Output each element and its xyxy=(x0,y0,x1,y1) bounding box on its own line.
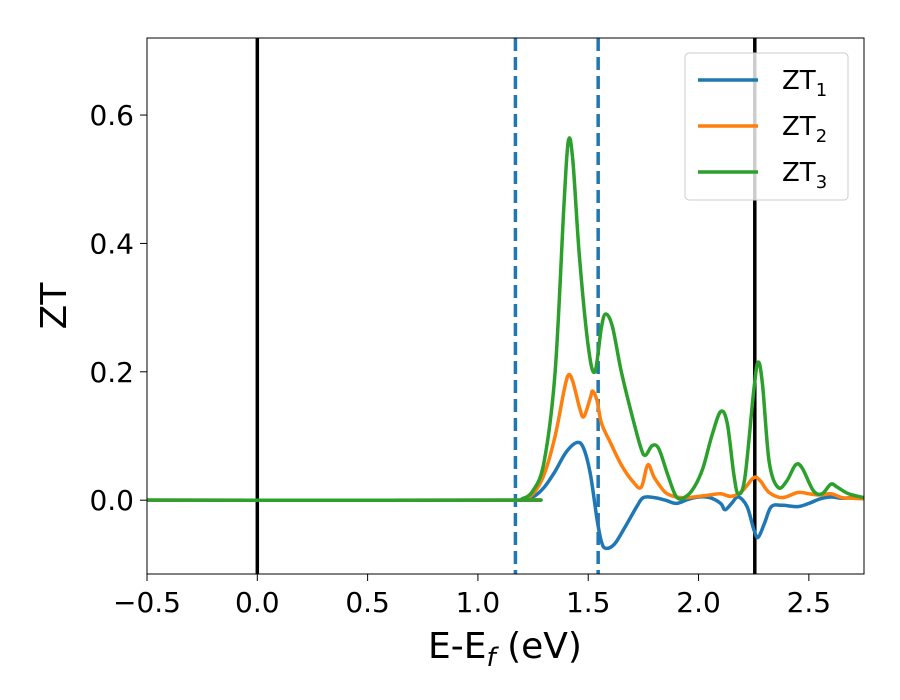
plot-area xyxy=(147,38,864,574)
x-tick-label: −0.5 xyxy=(113,586,181,619)
legend-label-3: ZT3 xyxy=(782,158,827,193)
x-tick-label: 2.5 xyxy=(787,586,832,619)
legend-label-1: ZT1 xyxy=(782,66,827,101)
x-axis-label: E-Ef (eV) xyxy=(428,626,582,673)
series-line-3 xyxy=(147,136,864,503)
x-tick-label: 0.5 xyxy=(345,586,390,619)
x-tick-label: 0.0 xyxy=(235,586,280,619)
y-tick-label: 0.4 xyxy=(89,227,134,260)
series-line-1 xyxy=(147,440,864,551)
y-axis-label: ZT xyxy=(34,282,75,330)
y-tick-label: 0.2 xyxy=(89,356,134,389)
x-tick-label: 2.0 xyxy=(676,586,721,619)
legend-box xyxy=(684,52,849,201)
y-tick-label: 0.0 xyxy=(89,484,134,517)
x-tick-label: 1.0 xyxy=(456,586,501,619)
ticks-layer: −0.5 0.0 0.5 1.0 1.5 2.0 2.5 0.0 0.2 0.4 0.6 xyxy=(89,99,831,619)
plot-frame xyxy=(146,37,865,575)
legend: ZT1 ZT2 ZT3 xyxy=(684,52,849,201)
y-tick-label: 0.6 xyxy=(89,99,134,132)
series-line-2 xyxy=(147,372,864,503)
legend-label-2: ZT2 xyxy=(782,112,827,147)
x-tick-label: 1.5 xyxy=(566,586,611,619)
